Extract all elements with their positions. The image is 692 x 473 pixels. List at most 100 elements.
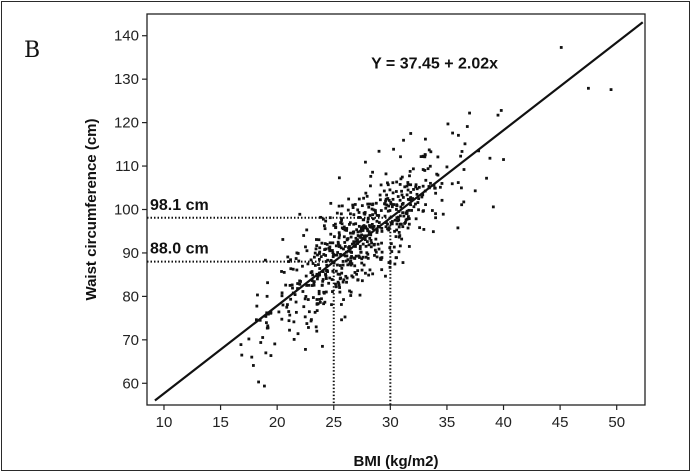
data-point bbox=[305, 249, 309, 253]
data-point bbox=[338, 290, 342, 294]
data-point bbox=[329, 232, 333, 236]
data-point bbox=[288, 328, 291, 332]
data-point bbox=[315, 244, 319, 248]
data-point bbox=[366, 252, 370, 256]
y-tick-label: 110 bbox=[115, 158, 139, 175]
data-point bbox=[398, 244, 402, 248]
data-point bbox=[368, 268, 372, 272]
data-point bbox=[354, 245, 357, 248]
data-point bbox=[371, 170, 374, 174]
data-point bbox=[349, 256, 353, 260]
data-point bbox=[321, 279, 325, 283]
data-point bbox=[400, 237, 404, 241]
data-point bbox=[333, 222, 337, 226]
data-point bbox=[295, 268, 299, 272]
data-point bbox=[352, 241, 356, 245]
data-point bbox=[491, 205, 495, 209]
data-point bbox=[317, 257, 321, 261]
x-tick-label: 45 bbox=[552, 414, 569, 431]
reference-lines bbox=[147, 216, 392, 405]
data-point bbox=[399, 222, 403, 226]
data-point bbox=[340, 318, 343, 322]
data-point bbox=[360, 279, 364, 283]
y-axis-label: Waist circumference (cm) bbox=[83, 118, 100, 300]
data-point bbox=[389, 242, 393, 246]
data-point bbox=[424, 178, 428, 182]
data-point bbox=[311, 273, 315, 277]
data-point bbox=[339, 303, 343, 306]
data-point bbox=[307, 326, 310, 329]
data-point bbox=[366, 229, 370, 233]
data-point bbox=[339, 212, 343, 216]
data-point bbox=[343, 245, 347, 248]
y-tick-label: 60 bbox=[122, 375, 139, 392]
data-point bbox=[418, 226, 422, 230]
data-point bbox=[336, 251, 340, 254]
data-point bbox=[328, 241, 332, 245]
data-point bbox=[384, 225, 388, 229]
data-point bbox=[257, 380, 260, 384]
data-point bbox=[302, 234, 306, 237]
data-point bbox=[285, 305, 289, 309]
data-point bbox=[312, 280, 316, 284]
panel-label: B bbox=[24, 38, 41, 63]
data-point bbox=[423, 153, 427, 157]
data-point bbox=[370, 225, 374, 229]
data-point bbox=[360, 233, 364, 237]
data-point bbox=[456, 181, 460, 184]
data-point bbox=[409, 190, 413, 194]
data-point bbox=[356, 238, 359, 242]
data-point bbox=[374, 209, 377, 212]
data-point bbox=[429, 181, 432, 185]
data-point bbox=[396, 195, 400, 198]
data-point bbox=[401, 225, 405, 229]
data-point bbox=[315, 329, 319, 333]
data-point bbox=[398, 183, 402, 186]
data-point bbox=[429, 150, 433, 154]
data-point bbox=[364, 271, 367, 275]
data-point bbox=[349, 231, 352, 235]
data-point bbox=[265, 294, 269, 298]
data-point bbox=[365, 194, 369, 198]
data-point bbox=[399, 155, 402, 159]
data-point bbox=[392, 147, 395, 151]
data-point bbox=[323, 227, 327, 231]
x-tick-label: 35 bbox=[439, 414, 456, 431]
data-point bbox=[352, 240, 356, 244]
data-point bbox=[350, 274, 354, 278]
data-point bbox=[463, 142, 467, 146]
data-point bbox=[280, 270, 283, 273]
data-point bbox=[367, 231, 371, 234]
data-point bbox=[348, 289, 351, 293]
data-point bbox=[408, 174, 411, 178]
data-point bbox=[386, 227, 389, 231]
data-point bbox=[371, 202, 375, 206]
data-point bbox=[321, 278, 325, 281]
data-point bbox=[378, 198, 382, 202]
data-point bbox=[318, 300, 322, 304]
data-point bbox=[309, 258, 313, 262]
data-point bbox=[559, 46, 563, 49]
data-point bbox=[400, 202, 404, 206]
data-point bbox=[383, 202, 387, 206]
data-point bbox=[357, 254, 361, 258]
data-point bbox=[357, 211, 361, 214]
data-point bbox=[436, 173, 440, 177]
data-point bbox=[317, 292, 321, 296]
data-point bbox=[346, 208, 350, 212]
data-point bbox=[292, 337, 296, 341]
data-point bbox=[337, 231, 341, 235]
data-point bbox=[345, 254, 349, 258]
data-point bbox=[499, 109, 503, 112]
data-point bbox=[358, 247, 362, 251]
data-point bbox=[313, 264, 317, 267]
data-point bbox=[390, 250, 394, 253]
data-point bbox=[312, 283, 316, 287]
data-point bbox=[362, 196, 366, 200]
data-point bbox=[387, 226, 391, 230]
data-point bbox=[317, 263, 320, 267]
data-point bbox=[330, 249, 334, 252]
data-point bbox=[322, 302, 325, 306]
data-point bbox=[397, 218, 401, 222]
